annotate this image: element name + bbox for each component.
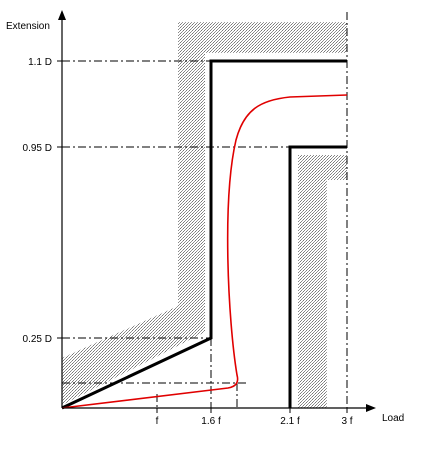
x-tick-label: 2.1 f bbox=[280, 416, 300, 427]
y-arrow bbox=[58, 10, 66, 20]
y-tick-label: 0.25 D bbox=[23, 334, 52, 345]
upper-limit bbox=[61, 59, 347, 410]
lower-band bbox=[298, 155, 347, 408]
upper-band bbox=[62, 22, 347, 405]
y-tick-label: 1.1 D bbox=[28, 57, 52, 68]
guide-lines bbox=[62, 12, 348, 408]
lower-limit bbox=[288, 145, 347, 408]
ticks bbox=[57, 60, 348, 413]
x-tick-label: 3 f bbox=[341, 416, 352, 427]
x-axis-label: Load bbox=[382, 413, 404, 424]
y-tick-label: 0.95 D bbox=[23, 143, 52, 154]
x-tick-label: f bbox=[156, 416, 159, 427]
x-tick-label: 1.6 f bbox=[201, 416, 221, 427]
response-curve bbox=[61, 94, 348, 409]
x-arrow bbox=[366, 404, 376, 412]
y-axis-label: Extension bbox=[6, 21, 50, 32]
